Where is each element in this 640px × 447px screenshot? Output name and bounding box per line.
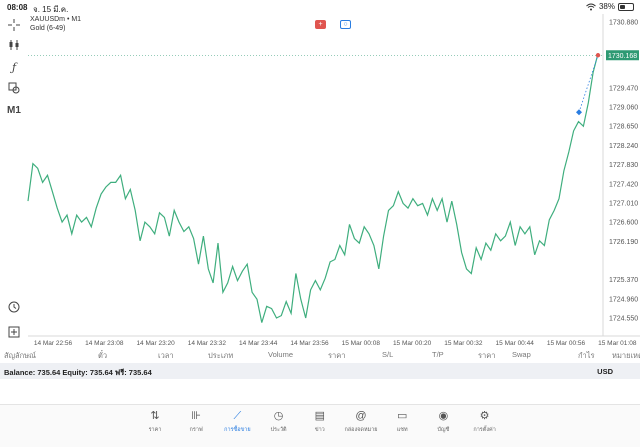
nav-label: ราคา [148, 427, 162, 433]
nav-label: การซื้อขาย [224, 427, 251, 433]
time-tick-label: 15 Mar 00:32 [444, 340, 483, 347]
status-date: จ. 15 มี.ค. [33, 5, 69, 14]
indicators-icon[interactable]: ƒ [11, 60, 17, 74]
status-time: 08:08 [7, 3, 28, 12]
left-toolbar: ƒ M1 [0, 14, 28, 346]
price-chart[interactable]: 1730.880 1729.470 1729.060 1728.650 1728.240… [0, 0, 640, 347]
balance-text: Balance: 735.64 Equity: 735.64 ฟรี: 735.… [4, 368, 152, 377]
price-tick-label: 1727.830 [609, 162, 638, 169]
price-tick-label: 1729.470 [609, 85, 638, 92]
bottom-nav: ⇅ ราคา ⊪ กราฟ ⟋ การซื้อขาย ◷ ประวัติ ▤ ข่าว @ กล่อง… [0, 404, 640, 447]
nav-account[interactable]: ◉ บัญชี [426, 409, 460, 434]
nav-label: ข่าว [314, 427, 325, 433]
nav-label: กราฟ [189, 427, 203, 433]
column-header[interactable]: หมายเหตุ [612, 351, 640, 360]
nav-trade[interactable]: ⟋ การซื้อขาย [220, 409, 254, 434]
price-line-series [27, 53, 599, 323]
nav-history[interactable]: ◷ ประวัติ [262, 409, 296, 434]
balance-bar: Balance: 735.64 Equity: 735.64 ฟรี: 735.… [0, 363, 640, 379]
status-bar: 08:08 จ. 15 มี.ค. 38% [0, 0, 640, 14]
column-header[interactable]: ราคา [328, 351, 346, 360]
column-header[interactable]: ตั๋ว [98, 351, 108, 360]
current-price-badge [606, 50, 639, 61]
battery-icon [618, 2, 634, 11]
column-header[interactable]: Swap [512, 350, 531, 359]
price-tick-label: 1725.370 [609, 277, 638, 284]
price-tick-label: 1729.060 [609, 105, 638, 112]
column-header[interactable]: S/L [382, 350, 394, 359]
nav-label: ประวัติ [270, 427, 287, 433]
chart-meta: XAUUSDm • M1 Gold (6-49) [30, 15, 81, 33]
nav-label: การตั้งค่า [473, 427, 496, 433]
time-tick-label: 15 Mar 00:44 [496, 340, 535, 347]
price-tick-label: 1730.880 [609, 19, 638, 26]
objects-icon[interactable] [6, 80, 22, 96]
price-tick-label: 1728.240 [609, 143, 638, 150]
time-tick-label: 15 Mar 00:56 [547, 340, 586, 347]
battery-percent: 38% [598, 2, 615, 11]
time-tick-label: 15 Mar 00:08 [342, 340, 381, 347]
column-header[interactable]: กำไร [578, 351, 595, 360]
last-price-dot [595, 53, 601, 58]
price-tick-label: 1724.550 [609, 315, 638, 322]
time-tick-label: 14 Mar 23:56 [290, 340, 329, 347]
settings-icon: ⚙ [479, 410, 490, 422]
clock-icon[interactable] [6, 299, 22, 315]
sell-button[interactable]: ○ [340, 20, 351, 29]
wifi-icon [586, 3, 596, 10]
price-tick-label: 1728.650 [609, 124, 638, 131]
price-tick-label: 1727.010 [609, 200, 638, 207]
nav-settings[interactable]: ⚙ การตั้งค่า [468, 409, 502, 434]
nav-label: กล่องจดหมาย [344, 427, 378, 433]
nav-label: บัญชี [437, 427, 450, 433]
chart-candles-icon: ⊪ [191, 410, 201, 422]
mailbox-icon: @ [355, 410, 367, 422]
add-icon[interactable] [6, 324, 22, 340]
column-header[interactable]: เวลา [158, 351, 174, 360]
nav-quotes[interactable]: ⇅ ราคา [138, 409, 172, 434]
symbol-label: XAUUSDm • M1 [30, 16, 82, 23]
nav-label: แชท [396, 427, 408, 433]
quotes-icon: ⇅ [150, 410, 160, 422]
indicator-label: Gold (6-49) [30, 25, 66, 32]
price-tick-label: 1726.190 [609, 239, 638, 246]
price-tick-label: 1724.960 [609, 296, 638, 303]
time-tick-label: 15 Mar 00:20 [393, 340, 432, 347]
positions-columns: สัญลักษณ์ ตั๋ว เวลา ประเภท Volume ราคา S/L T/P ร… [0, 349, 640, 361]
crosshair-icon[interactable] [6, 17, 22, 33]
column-header[interactable]: T/P [432, 350, 444, 359]
nav-chart-candles[interactable]: ⊪ กราฟ [179, 409, 213, 434]
time-tick-label: 14 Mar 22:56 [34, 340, 73, 347]
column-header[interactable]: Volume [268, 350, 294, 359]
timeframe-button[interactable]: M1 [7, 104, 21, 116]
column-header[interactable]: สัญลักษณ์ [4, 351, 37, 360]
chat-icon: ▭ [396, 410, 408, 422]
nav-chat[interactable]: ▭ แชท [385, 409, 419, 434]
buy-button[interactable]: + [315, 20, 326, 29]
price-tick-label: 1727.420 [609, 181, 638, 188]
time-tick-label: 14 Mar 23:20 [136, 340, 175, 347]
column-header[interactable]: ประเภท [208, 351, 234, 360]
balance-currency: USD [597, 367, 613, 376]
price-tick-label: 1726.600 [609, 220, 638, 227]
time-tick-label: 15 Mar 01:08 [598, 340, 637, 347]
status-right: 38% [586, 2, 634, 11]
time-tick-label: 14 Mar 23:44 [239, 340, 278, 347]
time-tick-label: 14 Mar 23:32 [188, 340, 227, 347]
projection-line [578, 55, 599, 113]
nav-mailbox[interactable]: @ กล่องจดหมาย [344, 409, 378, 434]
candles-icon[interactable] [6, 37, 22, 53]
column-header[interactable]: ราคา [478, 351, 496, 360]
news-icon: ▤ [314, 410, 325, 422]
current-price-label: 1730.168 [608, 53, 637, 60]
history-icon: ◷ [273, 410, 284, 422]
trade-marker [576, 109, 582, 116]
account-icon: ◉ [438, 410, 449, 422]
trade-icon: ⟋ [233, 410, 242, 422]
nav-news[interactable]: ▤ ข่าว [303, 409, 337, 434]
time-tick-label: 14 Mar 23:08 [85, 340, 124, 347]
